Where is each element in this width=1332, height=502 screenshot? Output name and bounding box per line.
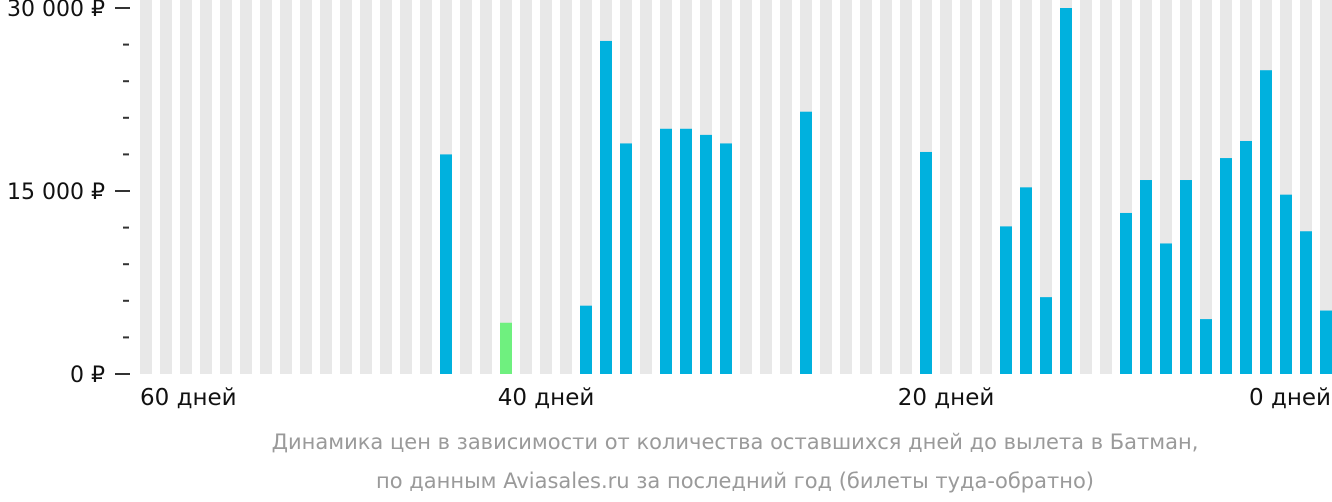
price-bar [1320,310,1332,374]
background-column [520,0,532,374]
price-bar [1120,212,1132,374]
background-column [1320,0,1332,374]
background-column [420,0,432,374]
price-bar [1040,297,1052,374]
price-bar [1220,158,1232,374]
background-column [820,0,832,374]
price-bars [440,8,1332,374]
x-tick-label: 0 дней [1249,385,1331,411]
background-column [160,0,172,374]
background-column [900,0,912,374]
price-bar [1280,194,1292,374]
background-column [480,0,492,374]
y-tick-label: 15 000 ₽ [7,180,105,205]
background-column [300,0,312,374]
price-bar [800,111,812,374]
price-bar [1020,187,1032,374]
price-bar [680,128,692,374]
background-columns [140,0,1332,374]
background-column [320,0,332,374]
background-column [280,0,292,374]
price-bar [1260,70,1272,374]
chart-caption-line-1: Динамика цен в зависимости от количества… [271,430,1199,454]
background-column [780,0,792,374]
background-column [460,0,472,374]
price-bar [700,134,712,374]
price-bar [1300,231,1312,374]
price-bar [580,305,592,374]
background-column [860,0,872,374]
price-bar [1060,8,1072,374]
chart-caption-line-2: по данным Aviasales.ru за последний год … [376,469,1094,493]
background-column [1100,0,1112,374]
background-column [540,0,552,374]
y-tick-label: 30 000 ₽ [7,0,105,22]
background-column [220,0,232,374]
background-column [740,0,752,374]
y-tick-label: 0 ₽ [70,363,105,388]
background-column [500,0,512,374]
background-column [200,0,212,374]
y-axis: 0 ₽ 15 000 ₽ 30 000 ₽ [7,0,130,388]
background-column [180,0,192,374]
x-tick-label: 60 дней [140,385,237,411]
price-bar [1200,319,1212,374]
background-column [400,0,412,374]
x-tick-label: 20 дней [898,385,995,411]
background-column [560,0,572,374]
background-column [760,0,772,374]
background-column [140,0,152,374]
price-bar [1140,180,1152,374]
price-bar [660,128,672,374]
price-bar [1240,140,1252,374]
background-column [340,0,352,374]
price-bar [600,40,612,374]
background-column [840,0,852,374]
background-column [940,0,952,374]
background-column [580,0,592,374]
background-column [1200,0,1212,374]
background-column [260,0,272,374]
price-bar [920,151,932,374]
price-bar [1160,243,1172,374]
x-axis: 60 дней 40 дней 20 дней 0 дней [140,385,1331,411]
price-bar-chart: 0 ₽ 15 000 ₽ 30 000 ₽ 60 дней 40 дней 20 дне… [7,0,1332,411]
background-column [640,0,652,374]
background-column [1040,0,1052,374]
price-bar-cheapest [500,322,512,374]
price-bar [720,143,732,374]
price-bar [1180,180,1192,374]
background-column [360,0,372,374]
price-bar [620,143,632,374]
price-bar [1000,226,1012,374]
background-column [380,0,392,374]
background-column [960,0,972,374]
background-column [1080,0,1092,374]
price-bar [440,154,452,374]
background-column [980,0,992,374]
background-column [880,0,892,374]
background-column [240,0,252,374]
x-tick-label: 40 дней [498,385,595,411]
